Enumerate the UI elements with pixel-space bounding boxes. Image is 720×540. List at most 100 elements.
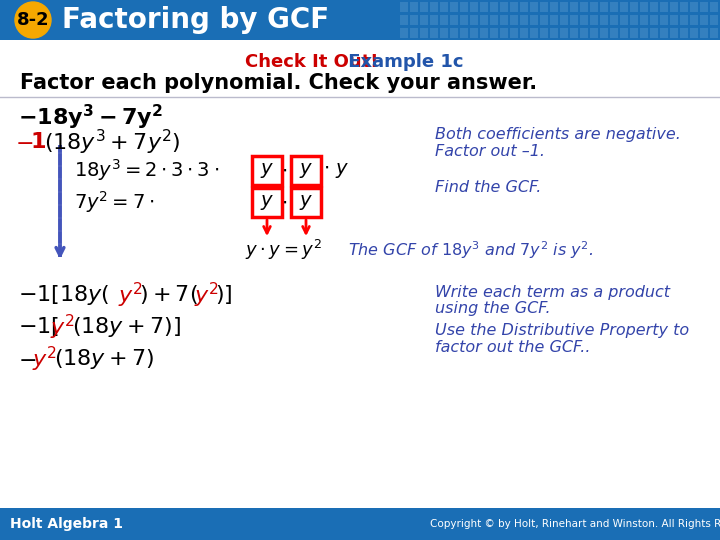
FancyBboxPatch shape [500,2,508,12]
FancyBboxPatch shape [650,2,658,12]
FancyBboxPatch shape [440,28,448,38]
FancyBboxPatch shape [590,2,598,12]
FancyBboxPatch shape [530,2,538,12]
FancyBboxPatch shape [480,2,488,12]
FancyBboxPatch shape [530,15,538,25]
FancyBboxPatch shape [600,15,608,25]
FancyBboxPatch shape [291,156,321,185]
Circle shape [15,2,51,38]
Text: $y$: $y$ [260,160,274,179]
FancyBboxPatch shape [550,15,558,25]
FancyBboxPatch shape [670,15,678,25]
FancyBboxPatch shape [291,188,321,217]
FancyBboxPatch shape [450,15,458,25]
Text: $y^2$: $y^2$ [194,280,219,309]
FancyBboxPatch shape [700,15,708,25]
Text: Check It Out!: Check It Out! [245,53,379,71]
Text: $(18y + 7)]$: $(18y + 7)]$ [72,315,181,339]
FancyBboxPatch shape [520,2,528,12]
FancyBboxPatch shape [490,2,498,12]
FancyBboxPatch shape [660,28,668,38]
FancyBboxPatch shape [0,40,720,510]
FancyBboxPatch shape [470,28,478,38]
FancyBboxPatch shape [690,28,698,38]
FancyBboxPatch shape [410,15,418,25]
Text: $y^2$: $y^2$ [118,280,143,309]
FancyBboxPatch shape [560,15,568,25]
Text: $) + 7($: $) + 7($ [139,284,198,307]
FancyBboxPatch shape [550,2,558,12]
FancyBboxPatch shape [410,2,418,12]
FancyBboxPatch shape [620,28,628,38]
Text: 8-2: 8-2 [17,11,49,29]
Text: $-$: $-$ [15,132,33,152]
FancyBboxPatch shape [710,2,718,12]
FancyBboxPatch shape [570,2,578,12]
FancyBboxPatch shape [690,2,698,12]
FancyBboxPatch shape [440,2,448,12]
FancyBboxPatch shape [520,15,528,25]
Text: $y^2$: $y^2$ [32,345,57,374]
Text: $y$: $y$ [299,192,313,212]
Text: $18y^3 = 2 \cdot 3 \cdot 3 \cdot$: $18y^3 = 2 \cdot 3 \cdot 3 \cdot$ [74,157,219,183]
Text: Use the Distributive Property to: Use the Distributive Property to [435,322,689,338]
FancyBboxPatch shape [640,15,648,25]
FancyBboxPatch shape [450,2,458,12]
Text: $y$: $y$ [260,192,274,212]
FancyBboxPatch shape [500,28,508,38]
FancyBboxPatch shape [510,2,518,12]
Text: $y^2$: $y^2$ [50,313,75,342]
FancyBboxPatch shape [630,28,638,38]
FancyBboxPatch shape [540,15,548,25]
Text: $(18y + 7)$: $(18y + 7)$ [54,347,154,371]
FancyBboxPatch shape [510,28,518,38]
FancyBboxPatch shape [410,28,418,38]
FancyBboxPatch shape [400,2,408,12]
FancyBboxPatch shape [430,2,438,12]
Text: Example 1c: Example 1c [342,53,464,71]
Text: Write each term as a product: Write each term as a product [435,285,670,300]
FancyBboxPatch shape [620,2,628,12]
FancyBboxPatch shape [590,15,598,25]
FancyBboxPatch shape [570,15,578,25]
FancyBboxPatch shape [660,2,668,12]
Text: Factor out –1.: Factor out –1. [435,145,545,159]
FancyBboxPatch shape [470,2,478,12]
FancyBboxPatch shape [580,15,588,25]
FancyBboxPatch shape [480,28,488,38]
Text: Holt Algebra 1: Holt Algebra 1 [10,517,123,531]
FancyBboxPatch shape [560,28,568,38]
FancyBboxPatch shape [700,28,708,38]
FancyBboxPatch shape [590,28,598,38]
FancyBboxPatch shape [630,15,638,25]
FancyBboxPatch shape [400,28,408,38]
Text: using the GCF.: using the GCF. [435,301,551,316]
FancyBboxPatch shape [650,15,658,25]
FancyBboxPatch shape [610,15,618,25]
FancyBboxPatch shape [520,28,528,38]
FancyBboxPatch shape [610,28,618,38]
Text: $\cdot\ y$: $\cdot\ y$ [323,160,349,179]
FancyBboxPatch shape [610,2,618,12]
FancyBboxPatch shape [440,15,448,25]
FancyBboxPatch shape [420,2,428,12]
Text: Factor each polynomial. Check your answer.: Factor each polynomial. Check your answe… [20,73,537,93]
FancyBboxPatch shape [600,28,608,38]
FancyBboxPatch shape [700,2,708,12]
Text: Copyright © by Holt, Rinehart and Winston. All Rights Reserved.: Copyright © by Holt, Rinehart and Winsto… [430,519,720,529]
FancyBboxPatch shape [0,0,720,40]
FancyBboxPatch shape [490,28,498,38]
FancyBboxPatch shape [680,28,688,38]
FancyBboxPatch shape [252,156,282,185]
FancyBboxPatch shape [252,188,282,217]
Text: $\cdot$: $\cdot$ [281,160,287,179]
FancyBboxPatch shape [430,15,438,25]
FancyBboxPatch shape [680,15,688,25]
FancyBboxPatch shape [430,28,438,38]
Text: $7y^2 = 7 \cdot$: $7y^2 = 7 \cdot$ [74,189,154,215]
FancyBboxPatch shape [710,28,718,38]
FancyBboxPatch shape [710,15,718,25]
Text: $\mathbf{1}$: $\mathbf{1}$ [30,132,46,152]
FancyBboxPatch shape [460,15,468,25]
FancyBboxPatch shape [530,28,538,38]
